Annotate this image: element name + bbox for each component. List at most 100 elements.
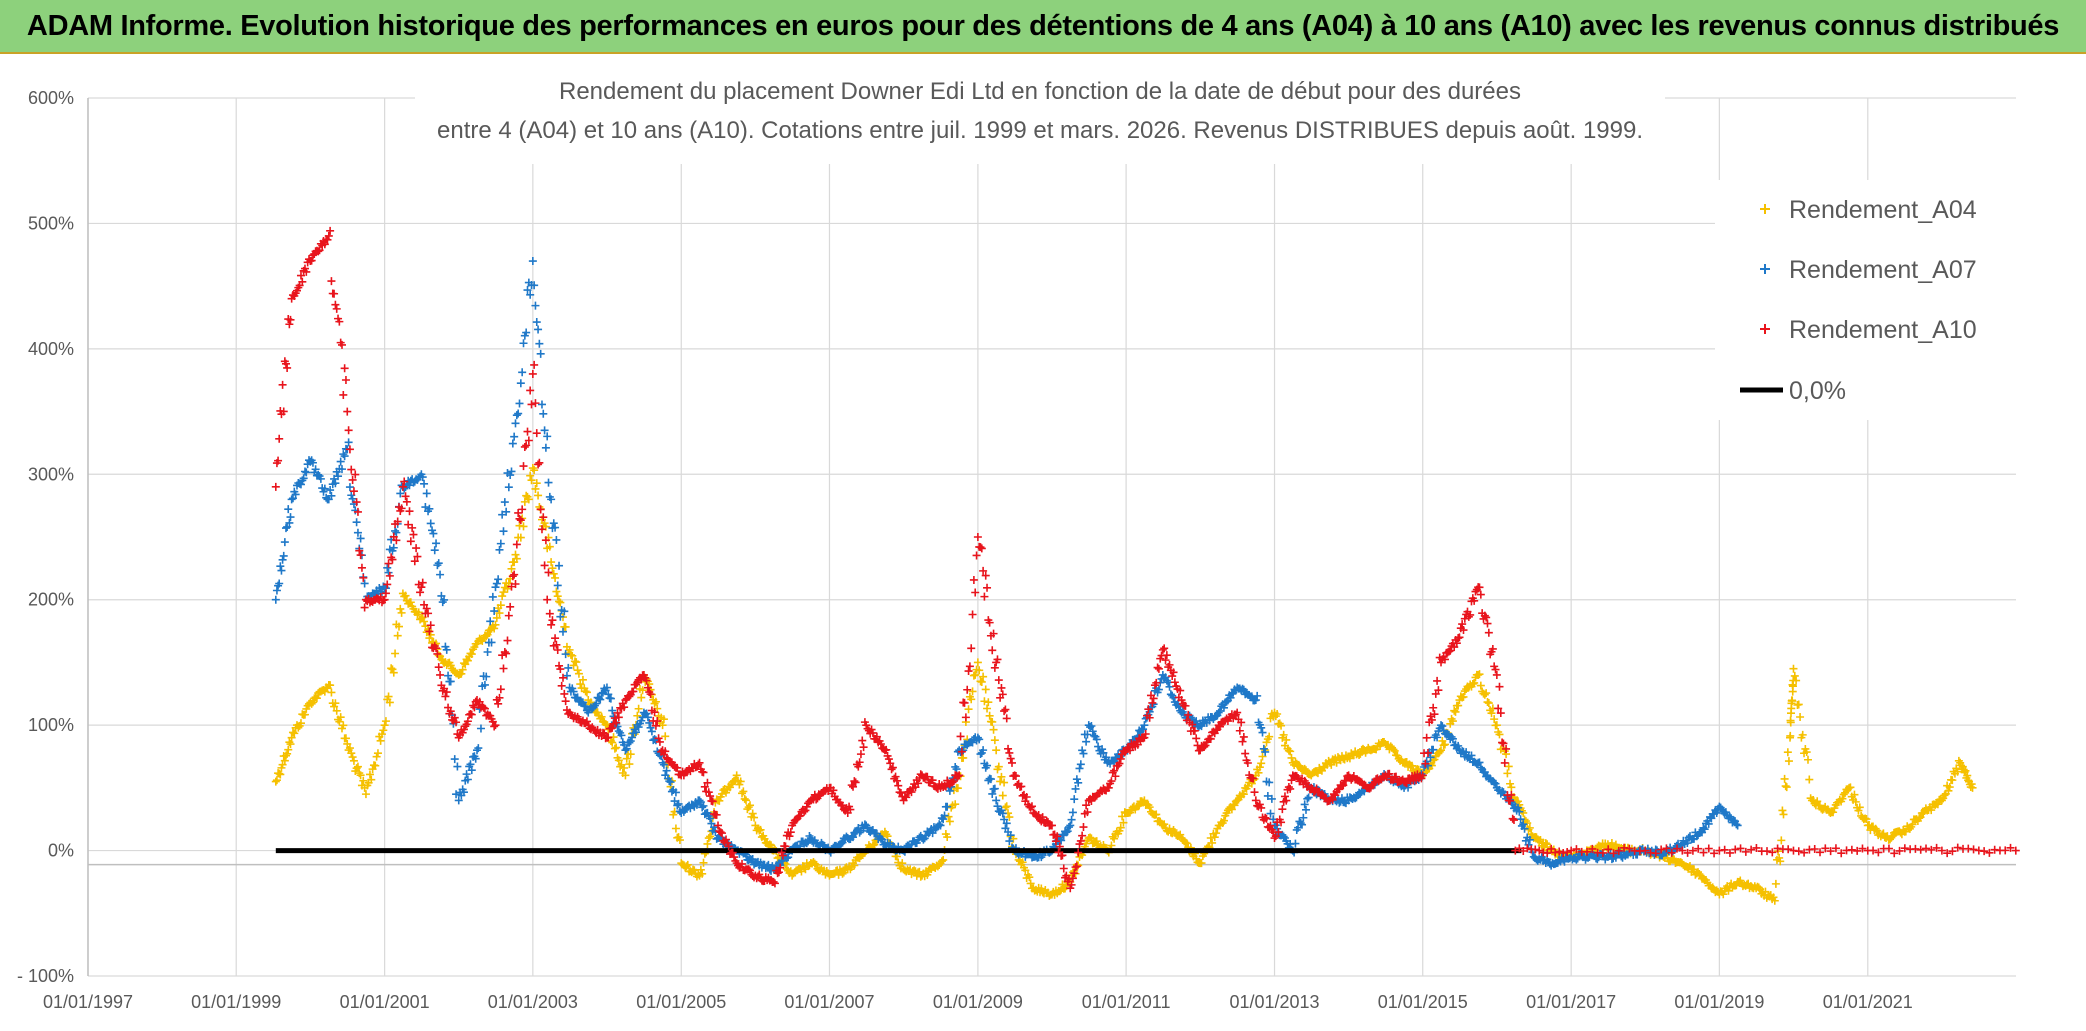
data-point-fill [1440,740,1449,749]
data-point-fill [514,409,523,418]
data-point-fill [1429,745,1438,754]
data-point-fill [661,747,670,756]
legend-item-a04: Rendement_A04 [1760,196,1977,224]
data-point-fill [859,743,868,752]
data-point-fill [625,760,634,769]
data-point-fill [544,568,553,577]
data-point-fill [349,487,358,496]
data-point-fill [1525,835,1534,844]
data-point [398,482,407,491]
data-point-fill [1160,820,1169,829]
data-point-fill [508,572,517,581]
data-point-fill [379,726,388,735]
data-point-fill [502,507,511,516]
data-point-fill [384,559,393,568]
data-point-fill [1219,703,1228,712]
data-point-fill [495,545,504,554]
data-point-fill [665,777,674,786]
data-point-fill [1524,840,1533,849]
data-point-fill [551,634,560,643]
data-point-fill [1440,655,1449,664]
data-point-fill [279,551,288,560]
data-point-fill [1559,849,1568,858]
data-point-fill [531,301,540,310]
data-point-fill [716,828,725,837]
data-point-fill [1448,734,1457,743]
data-point-fill [622,744,631,753]
data-point-fill [985,711,994,720]
data-point-fill [357,563,366,572]
data-point-fill [1491,665,1500,674]
data-point-fill [703,778,712,787]
data-point-fill [1458,620,1467,629]
data-point-fill [1826,847,1835,856]
data-point-fill [482,672,491,681]
data-point-fill [1462,748,1471,757]
data-point-fill [1961,766,1970,775]
data-point-fill [410,557,419,566]
data-point-fill [1116,754,1125,763]
data-point-fill [1331,791,1340,800]
data-point-fill [1953,767,1962,776]
data-point-fill [557,681,566,690]
data-point-fill [953,772,962,781]
x-tick-label: 01/01/2013 [1229,992,1319,1012]
data-point-fill [739,787,748,796]
data-point-fill [1662,844,1671,853]
data-point-fill [699,801,708,810]
data-point-fill [277,566,286,575]
data-point-fill [1488,644,1497,653]
data-point-fill [281,359,290,368]
data-point-fill [626,737,635,746]
data-point-fill [1421,759,1430,768]
data-point-fill [507,467,516,476]
data-point-fill [1495,682,1504,691]
data-point-fill [604,733,613,742]
data-point-fill [914,779,923,788]
data-point-fill [356,534,365,543]
data-point-fill [1300,800,1309,809]
data-point-fill [940,811,949,820]
data-point-fill [348,475,357,484]
data-point-fill [1535,846,1544,855]
data-point-fill [1625,844,1634,853]
data-point-fill [1611,853,1620,862]
data-point-fill [1082,801,1091,810]
data-point-fill [594,694,603,703]
data-point-fill [405,507,414,516]
data-point [287,495,296,504]
data-point-fill [1070,869,1079,878]
data-point-fill [511,550,520,559]
data-point-fill [483,647,492,656]
data-point [621,746,630,755]
data-point-fill [551,573,560,582]
data-point-fill [1072,862,1081,871]
data-point-fill [1460,614,1469,623]
data-point-fill [1543,840,1552,849]
data-point-fill [704,834,713,843]
data-point-fill [1216,722,1225,731]
data-point-fill [539,513,548,522]
data-point-fill [1523,844,1532,853]
data-point-fill [1107,777,1116,786]
data-point-fill [1853,846,1862,855]
data-point-fill [718,829,727,838]
data-point-fill [935,820,944,829]
data-point-fill [396,489,405,498]
data-point-fill [582,688,591,697]
data-point-fill [344,438,353,447]
data-point-fill [1964,776,1973,785]
data-point-fill [608,738,617,747]
data-point-fill [956,732,965,741]
data-point-fill [1783,748,1792,757]
data-point-fill [1480,611,1489,620]
data-point-fill [519,522,528,531]
data-point-fill [1257,803,1266,812]
data-point-fill [1280,792,1289,801]
data-point-fill [1005,837,1014,846]
data-point-fill [1002,819,1011,828]
data-point-fill [1239,732,1248,741]
data-point-fill [606,694,615,703]
data-point-fill [1304,793,1313,802]
data-point-fill [1145,713,1154,722]
